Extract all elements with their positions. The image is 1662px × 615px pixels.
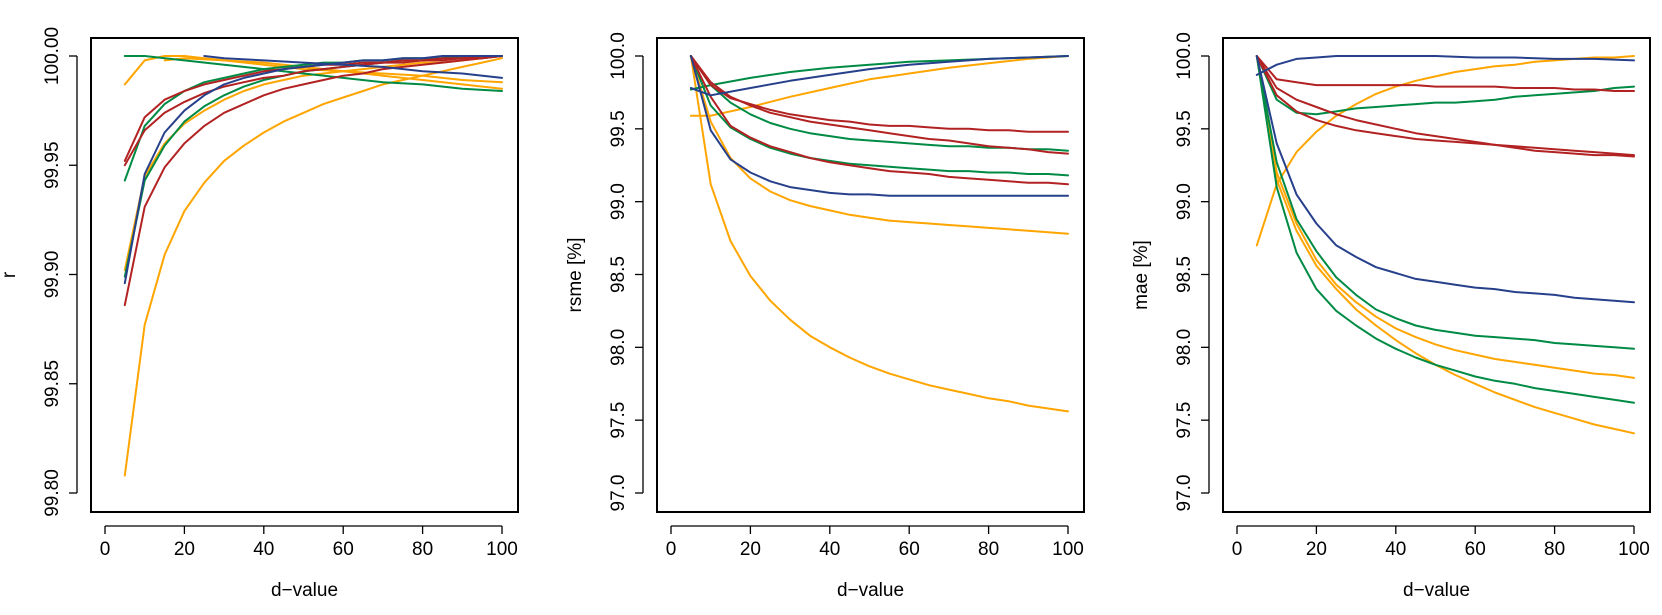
y-tick-label: 97.0: [1174, 475, 1195, 512]
series-line-blue-2: [203, 55, 503, 79]
x-tick-label: 80: [1544, 539, 1565, 560]
plot-frame: [90, 37, 519, 513]
y-axis-label: r: [0, 271, 20, 278]
x-tick-label: 100: [1618, 539, 1650, 560]
y-tick-label: 99.5: [1174, 110, 1195, 147]
series-line-green-1: [1255, 55, 1635, 116]
series-line-red-2: [1255, 55, 1635, 158]
y-tick-label: 99.0: [608, 183, 629, 220]
y-tick-label: 100.0: [1174, 32, 1195, 80]
y-tick-label: 98.5: [1174, 256, 1195, 293]
series-line-orange-1: [689, 55, 1069, 413]
x-tick-label: 80: [412, 539, 433, 560]
series-line-red-2: [123, 55, 503, 167]
series-line-blue-2: [689, 55, 1069, 97]
x-axis-label: d−value: [271, 580, 338, 601]
x-tick-label: 100: [1052, 539, 1084, 560]
plot-frame: [1222, 37, 1651, 513]
chart-panel-3: 0 20 40 60 80 100 97.0 97.5 98.0 98.5 99.0 99.5 100.…: [1131, 32, 1651, 601]
series-line-green-2: [1255, 55, 1635, 350]
series-line-red-1: [1255, 55, 1635, 92]
x-tick-label: 80: [978, 539, 999, 560]
series-line-red-2: [689, 55, 1069, 155]
x-tick-label: 0: [100, 539, 111, 560]
y-tick-label: 98.5: [608, 256, 629, 293]
x-tick-label: 0: [666, 539, 677, 560]
series-line-red-3: [689, 55, 1069, 133]
y-tick-label: 99.80: [42, 469, 63, 517]
series-line-orange-2: [689, 55, 1069, 235]
series-line-red-3: [1255, 55, 1635, 157]
series-line-green-3: [123, 55, 503, 92]
x-tick-label: 60: [899, 539, 920, 560]
x-tick-label: 60: [1465, 539, 1486, 560]
y-tick-label: 99.95: [42, 141, 63, 189]
series-line-blue-1: [123, 55, 503, 285]
x-tick-label: 20: [1306, 539, 1327, 560]
y-tick-label: 97.0: [608, 475, 629, 512]
y-axis-label: rsme [%]: [565, 238, 586, 313]
y-tick-label: 98.0: [1174, 329, 1195, 366]
series-group: [689, 55, 1069, 413]
chart-panel-1: 0 20 40 60 80 100 99.80 99.85 99.90 99.95 100.00 d−…: [0, 27, 519, 601]
x-axis-label: d−value: [837, 580, 904, 601]
x-tick-label: 40: [253, 539, 274, 560]
x-tick-label: 60: [333, 539, 354, 560]
x-tick-label: 20: [174, 539, 195, 560]
series-line-orange-2: [123, 55, 503, 272]
y-tick-label: 97.5: [608, 402, 629, 439]
series-line-red-1: [123, 55, 503, 307]
series-line-green-3: [1255, 55, 1635, 404]
y-tick-label: 99.5: [608, 110, 629, 147]
y-axis-label: mae [%]: [1131, 240, 1152, 310]
x-tick-label: 20: [740, 539, 761, 560]
series-line-blue-1: [1255, 55, 1635, 304]
x-tick-label: 0: [1232, 539, 1243, 560]
y-tick-label: 99.85: [42, 360, 63, 408]
y-tick-label: 100.00: [42, 27, 63, 85]
series-line-blue-1: [689, 55, 1069, 197]
y-tick-label: 98.0: [608, 329, 629, 366]
series-line-orange-3: [1255, 55, 1635, 435]
series-line-green-2: [689, 55, 1069, 177]
y-tick-label: 99.90: [42, 251, 63, 299]
y-tick-label: 100.0: [608, 32, 629, 80]
series-line-blue-2: [1255, 55, 1635, 76]
series-line-orange-3: [123, 55, 503, 86]
series-group: [123, 55, 503, 477]
y-tick-label: 99.0: [1174, 183, 1195, 220]
x-tick-label: 40: [1385, 539, 1406, 560]
series-line-red-1: [689, 55, 1069, 186]
y-tick-label: 97.5: [1174, 402, 1195, 439]
series-line-orange-1: [123, 57, 503, 477]
chart-panel-2: 0 20 40 60 80 100 97.0 97.5 98.0 98.5 99.0 99.5 100.…: [565, 32, 1085, 601]
series-line-green-2: [123, 55, 503, 278]
x-axis-label: d−value: [1403, 580, 1470, 601]
series-group: [1255, 55, 1635, 435]
x-tick-label: 40: [819, 539, 840, 560]
series-line-orange-2: [1255, 55, 1635, 379]
series-line-orange-3: [689, 55, 1069, 117]
plot-frame: [656, 37, 1085, 513]
x-tick-label: 100: [486, 539, 518, 560]
